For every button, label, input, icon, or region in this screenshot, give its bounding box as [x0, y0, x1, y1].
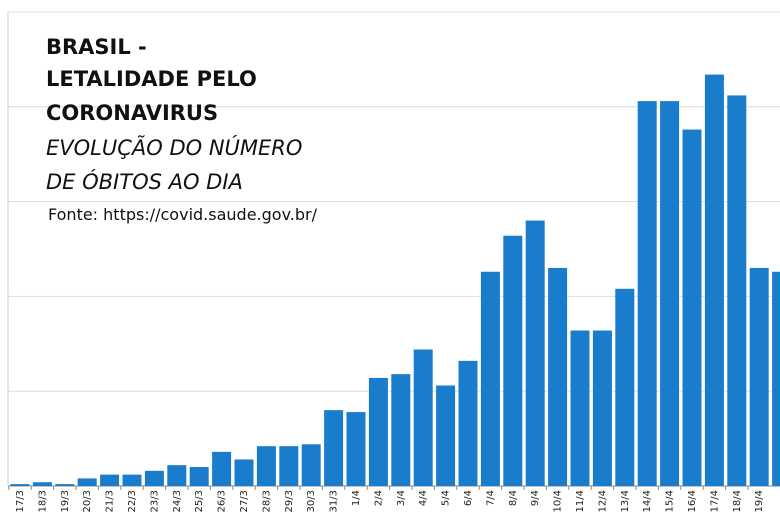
- bar: [704, 74, 724, 487]
- bar: [32, 482, 52, 486]
- x-tick-label: 2/4: [373, 490, 384, 506]
- bar: [458, 360, 478, 486]
- x-tick-label: 19/4: [754, 490, 765, 512]
- x-tick-label: 26/3: [217, 490, 228, 512]
- x-tick-label: 21/3: [105, 490, 116, 512]
- x-tick-label: 30/3: [306, 490, 317, 512]
- bar: [301, 444, 321, 486]
- bar: [189, 467, 209, 486]
- bar: [324, 410, 344, 486]
- x-tick-label: 11/4: [575, 490, 586, 512]
- bar: [772, 271, 780, 486]
- bar: [167, 465, 187, 486]
- x-tick-label: 17/3: [15, 490, 26, 512]
- bar: [592, 330, 612, 486]
- x-tick-label: 27/3: [239, 490, 250, 512]
- x-tick-label: 10/4: [553, 490, 564, 512]
- x-tick-label: 22/3: [127, 490, 138, 512]
- subtitle-line: EVOLUÇÃO DO NÚMERO: [46, 134, 302, 160]
- bar: [503, 235, 523, 486]
- x-tick-label: 4/4: [418, 490, 429, 506]
- bar: [10, 484, 30, 486]
- title-block: BRASIL - LETALIDADE PELO CORONAVIRUS EVO…: [46, 35, 302, 194]
- x-tick-label: 25/3: [194, 490, 205, 512]
- bar: [682, 129, 702, 486]
- bar: [234, 459, 254, 486]
- bar: [256, 446, 276, 486]
- bar: [749, 267, 769, 486]
- x-tick-label: 18/4: [732, 490, 743, 512]
- x-tick-label: 8/4: [508, 490, 519, 506]
- bar: [279, 446, 299, 486]
- x-tick-label: 15/4: [665, 490, 676, 512]
- x-tick-label: 28/3: [261, 490, 272, 512]
- x-tick-label: 1/4: [351, 490, 362, 506]
- x-tick-label: 29/3: [284, 490, 295, 512]
- x-tick-label: 19/3: [60, 490, 71, 512]
- bar: [548, 267, 568, 486]
- bar: [212, 451, 232, 486]
- x-tick-label: 7/4: [485, 490, 496, 506]
- x-tick-label: 13/4: [620, 490, 631, 512]
- bar: [615, 288, 635, 486]
- bar: [436, 385, 456, 486]
- bar: [480, 271, 500, 486]
- title-line: BRASIL -: [46, 35, 147, 59]
- title-line: LETALIDADE PELO: [46, 67, 257, 91]
- bar: [660, 101, 680, 486]
- x-tick-label: 23/3: [149, 490, 160, 512]
- x-tick-label: 16/4: [687, 490, 698, 512]
- bar: [637, 101, 657, 486]
- bar: [391, 374, 411, 486]
- x-tick-label: 12/4: [597, 490, 608, 512]
- bar: [346, 412, 366, 486]
- x-tick-label: 9/4: [530, 490, 541, 506]
- bar: [144, 470, 164, 486]
- title-line: CORONAVIRUS: [46, 101, 218, 125]
- bar: [100, 474, 120, 486]
- bar: [368, 377, 388, 486]
- x-tick-label: 24/3: [172, 490, 183, 512]
- bar: [727, 95, 747, 486]
- bar: [77, 478, 97, 486]
- x-tick-label: 5/4: [441, 490, 452, 506]
- subtitle-line: DE ÓBITOS AO DIA: [46, 169, 243, 194]
- x-tick-label: 18/3: [37, 490, 48, 512]
- source: Fonte: https://covid.saude.gov.br/: [48, 205, 318, 224]
- x-tick-label: 6/4: [463, 490, 474, 506]
- bar: [122, 474, 142, 486]
- x-tick-label: 20/3: [82, 490, 93, 512]
- x-tick-label: 14/4: [642, 490, 653, 512]
- x-tick-label: 3/4: [396, 490, 407, 506]
- bar: [525, 220, 545, 486]
- bar: [55, 484, 75, 486]
- x-tick-label: 31/3: [329, 490, 340, 512]
- bar: [570, 330, 590, 486]
- x-tick-label: 17/4: [709, 490, 720, 512]
- bar: [413, 349, 433, 486]
